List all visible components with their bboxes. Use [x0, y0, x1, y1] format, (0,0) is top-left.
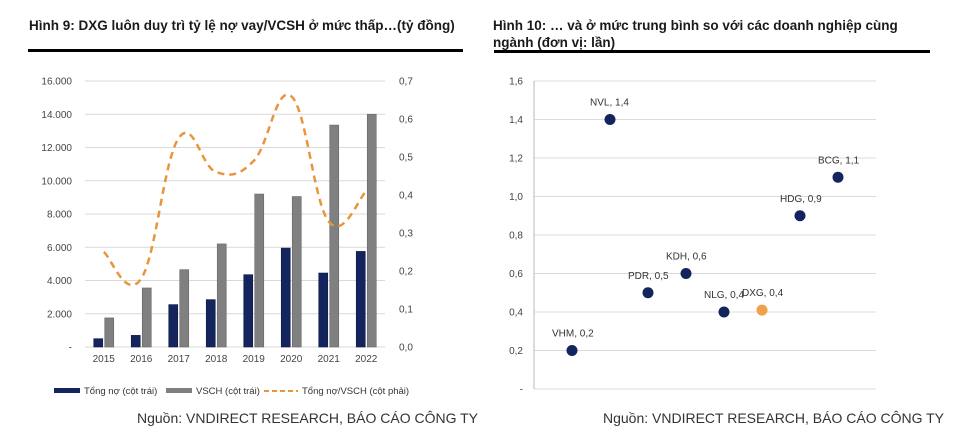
- bar-tong-no: [243, 274, 254, 348]
- y-right-tick-label: 0,6: [399, 115, 413, 126]
- left-source: Nguồn: VNDIRECT RESEARCH, BÁO CÁO CÔNG T…: [137, 410, 479, 426]
- point-bcg: [832, 171, 844, 183]
- point-label-kdh: KDH, 0,6: [666, 252, 707, 263]
- left-combo-chart: - 2.000 4.000 6.000 8.000 10.000 12.000 14.000 1…: [41, 77, 413, 398]
- right-title-line2: ngành (đơn vị: lần): [493, 35, 616, 50]
- y-tick-label: 0,4: [509, 308, 523, 319]
- x-tick-label: 2019: [243, 354, 266, 365]
- y-tick-label: -: [520, 385, 523, 396]
- bar-vsch: [104, 317, 115, 348]
- y-right-tick-label: 0,3: [399, 229, 413, 240]
- point-nlg: [718, 306, 730, 318]
- point-label-hdg: HDG, 0,9: [780, 194, 822, 205]
- point-label-bcg: BCG, 1,1: [818, 155, 860, 166]
- point-label-pdr: PDR, 0,5: [628, 271, 669, 282]
- x-tick-label: 2017: [168, 354, 191, 365]
- right-chart-title: Hình 10: … và ở mức trung bình so với cá…: [493, 17, 933, 51]
- y-tick-label: 1,2: [509, 154, 523, 165]
- bar-tong-no: [205, 299, 216, 348]
- y-tick-label: 1,6: [509, 77, 523, 88]
- y-tick-label: 1,4: [509, 115, 523, 126]
- y-left-tick-label: 14.000: [41, 110, 72, 121]
- y-left-tick-label: 4.000: [47, 276, 72, 287]
- y-left-tick-label: 10.000: [41, 176, 72, 187]
- y-right-tick-label: 0,1: [399, 305, 413, 316]
- y-left-tick-label: 2.000: [47, 309, 72, 320]
- y-left-tick-label: 12.000: [41, 143, 72, 154]
- point-label-nlg: NLG, 0,4: [704, 290, 744, 301]
- ratio-line: [102, 93, 368, 287]
- y-right-tick-label: 0,2: [399, 267, 413, 278]
- legend-swatch-tong-no: [54, 388, 80, 393]
- x-tick-label: 2018: [205, 354, 228, 365]
- x-tick-label: 2020: [280, 354, 303, 365]
- y-right-tick-label: 0,7: [399, 77, 413, 88]
- x-tick-label: 2021: [318, 354, 341, 365]
- y-tick-label: 1,0: [509, 192, 523, 203]
- right-title-line1: Hình 10: … và ở mức trung bình so với cá…: [493, 18, 898, 33]
- legend-label-tong-no: Tổng nợ (cột trái): [84, 386, 157, 397]
- bar-tong-no: [168, 304, 179, 348]
- y-left-tick-label: -: [69, 343, 72, 354]
- left-chart-title: Hình 9: DXG luôn duy trì tỷ lệ nợ vay/VC…: [29, 18, 455, 33]
- y-tick-label: 0,8: [509, 231, 523, 242]
- bar-vsch: [366, 113, 377, 348]
- point-pdr: [642, 287, 654, 299]
- legend-label-vsch: VSCH (cột trái): [196, 386, 260, 397]
- y-tick-label: 0,6: [509, 269, 523, 280]
- point-label-nvl: NVL, 1,4: [590, 98, 629, 109]
- point-label-dxg: DXG, 0,4: [742, 288, 784, 299]
- bar-vsch: [291, 196, 302, 348]
- point-hdg: [794, 210, 806, 222]
- bar-vsch: [179, 269, 190, 348]
- y-left-tick-label: 6.000: [47, 243, 72, 254]
- bar-vsch: [254, 193, 265, 348]
- bar-vsch: [216, 243, 227, 348]
- x-tick-label: 2016: [130, 354, 153, 365]
- y-tick-label: 0,2: [509, 346, 523, 357]
- right-source: Nguồn: VNDIRECT RESEARCH, BÁO CÁO CÔNG T…: [603, 410, 945, 426]
- x-tick-label: 2015: [93, 354, 116, 365]
- y-right-tick-label: 0,5: [399, 153, 413, 164]
- bar-vsch: [329, 124, 340, 348]
- x-tick-label: 2022: [355, 354, 378, 365]
- point-kdh: [680, 268, 692, 279]
- right-title-rule: [494, 50, 930, 53]
- legend-swatch-vsch: [166, 388, 192, 393]
- bar-tong-no: [93, 338, 104, 348]
- point-dxg: [756, 304, 768, 316]
- point-nvl: [604, 114, 616, 125]
- point-vhm: [566, 345, 578, 356]
- bar-tong-no: [355, 251, 366, 348]
- left-title-rule: [28, 49, 463, 52]
- point-label-vhm: VHM, 0,2: [552, 329, 594, 340]
- bar-tong-no: [280, 247, 291, 348]
- y-left-tick-label: 16.000: [41, 77, 72, 88]
- y-right-tick-label: 0,4: [399, 191, 413, 202]
- bar-tong-no: [318, 272, 329, 348]
- legend-label-ratio: Tổng nợ/VSCH (cột phải): [302, 386, 409, 397]
- y-left-tick-label: 8.000: [47, 210, 72, 221]
- y-right-tick-label: 0,0: [399, 343, 413, 354]
- bar-vsch: [141, 287, 152, 348]
- bar-tong-no: [130, 335, 141, 348]
